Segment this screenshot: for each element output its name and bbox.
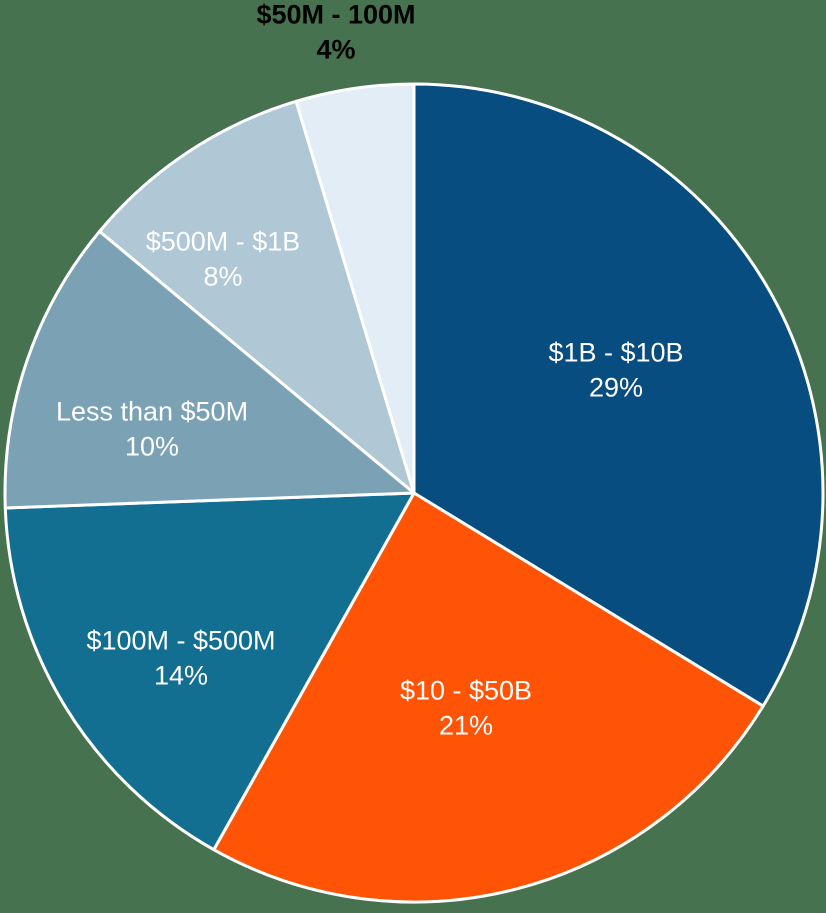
slice-label: $1B - $10B <box>548 338 683 368</box>
slice-label: $50M - 100M <box>256 0 415 30</box>
slice-label: Less than $50M <box>56 397 248 427</box>
pie-slice-2[interactable] <box>3 491 416 852</box>
pie-slice-3[interactable] <box>3 229 416 510</box>
slice-percent-label: 8% <box>203 262 242 292</box>
pie-slice-1[interactable] <box>212 491 765 904</box>
pie-slice-4[interactable] <box>98 99 416 495</box>
slice-percent-label: 29% <box>589 373 643 403</box>
slice-label: $10 - $50B <box>400 676 532 706</box>
slice-label: $100M - $500M <box>86 626 275 656</box>
slice-percent-label: 4% <box>316 35 355 65</box>
slice-percent-label: 21% <box>439 711 493 741</box>
slice-label: $500M - $1B <box>146 227 301 257</box>
slice-percent-label: 14% <box>154 661 208 691</box>
slice-percent-label: 10% <box>125 432 179 462</box>
pie-slice-5[interactable] <box>294 82 416 495</box>
pie-slice-0[interactable] <box>412 82 825 708</box>
